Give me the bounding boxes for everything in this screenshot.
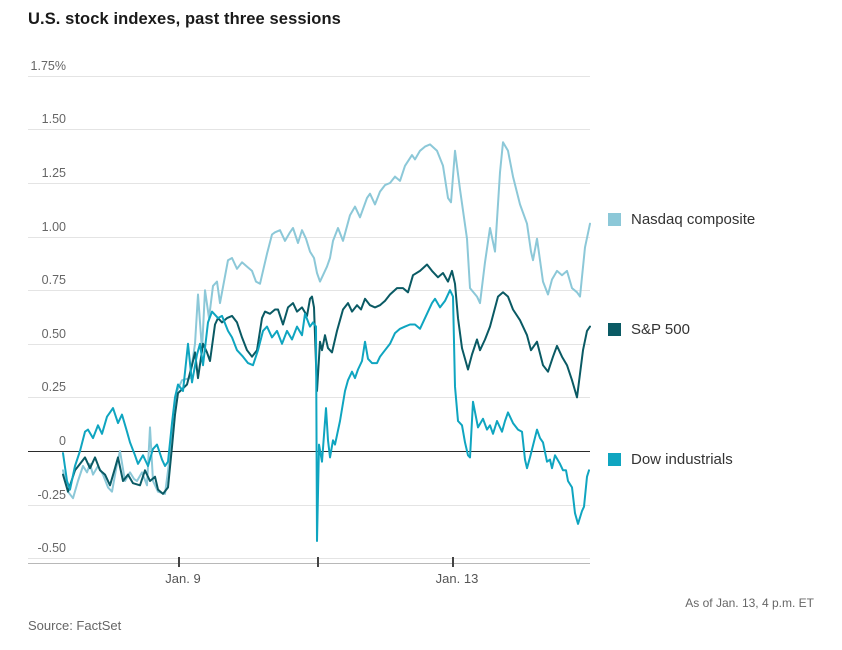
series-line-nasdaq-composite [62,141,591,500]
series-line-s-p-500 [62,263,591,495]
chart-title: U.S. stock indexes, past three sessions [28,10,341,28]
series-line-dow-industrials [62,289,590,542]
source-note: Source: FactSet [28,618,122,633]
as-of-note: As of Jan. 13, 4 p.m. ET [685,596,814,610]
